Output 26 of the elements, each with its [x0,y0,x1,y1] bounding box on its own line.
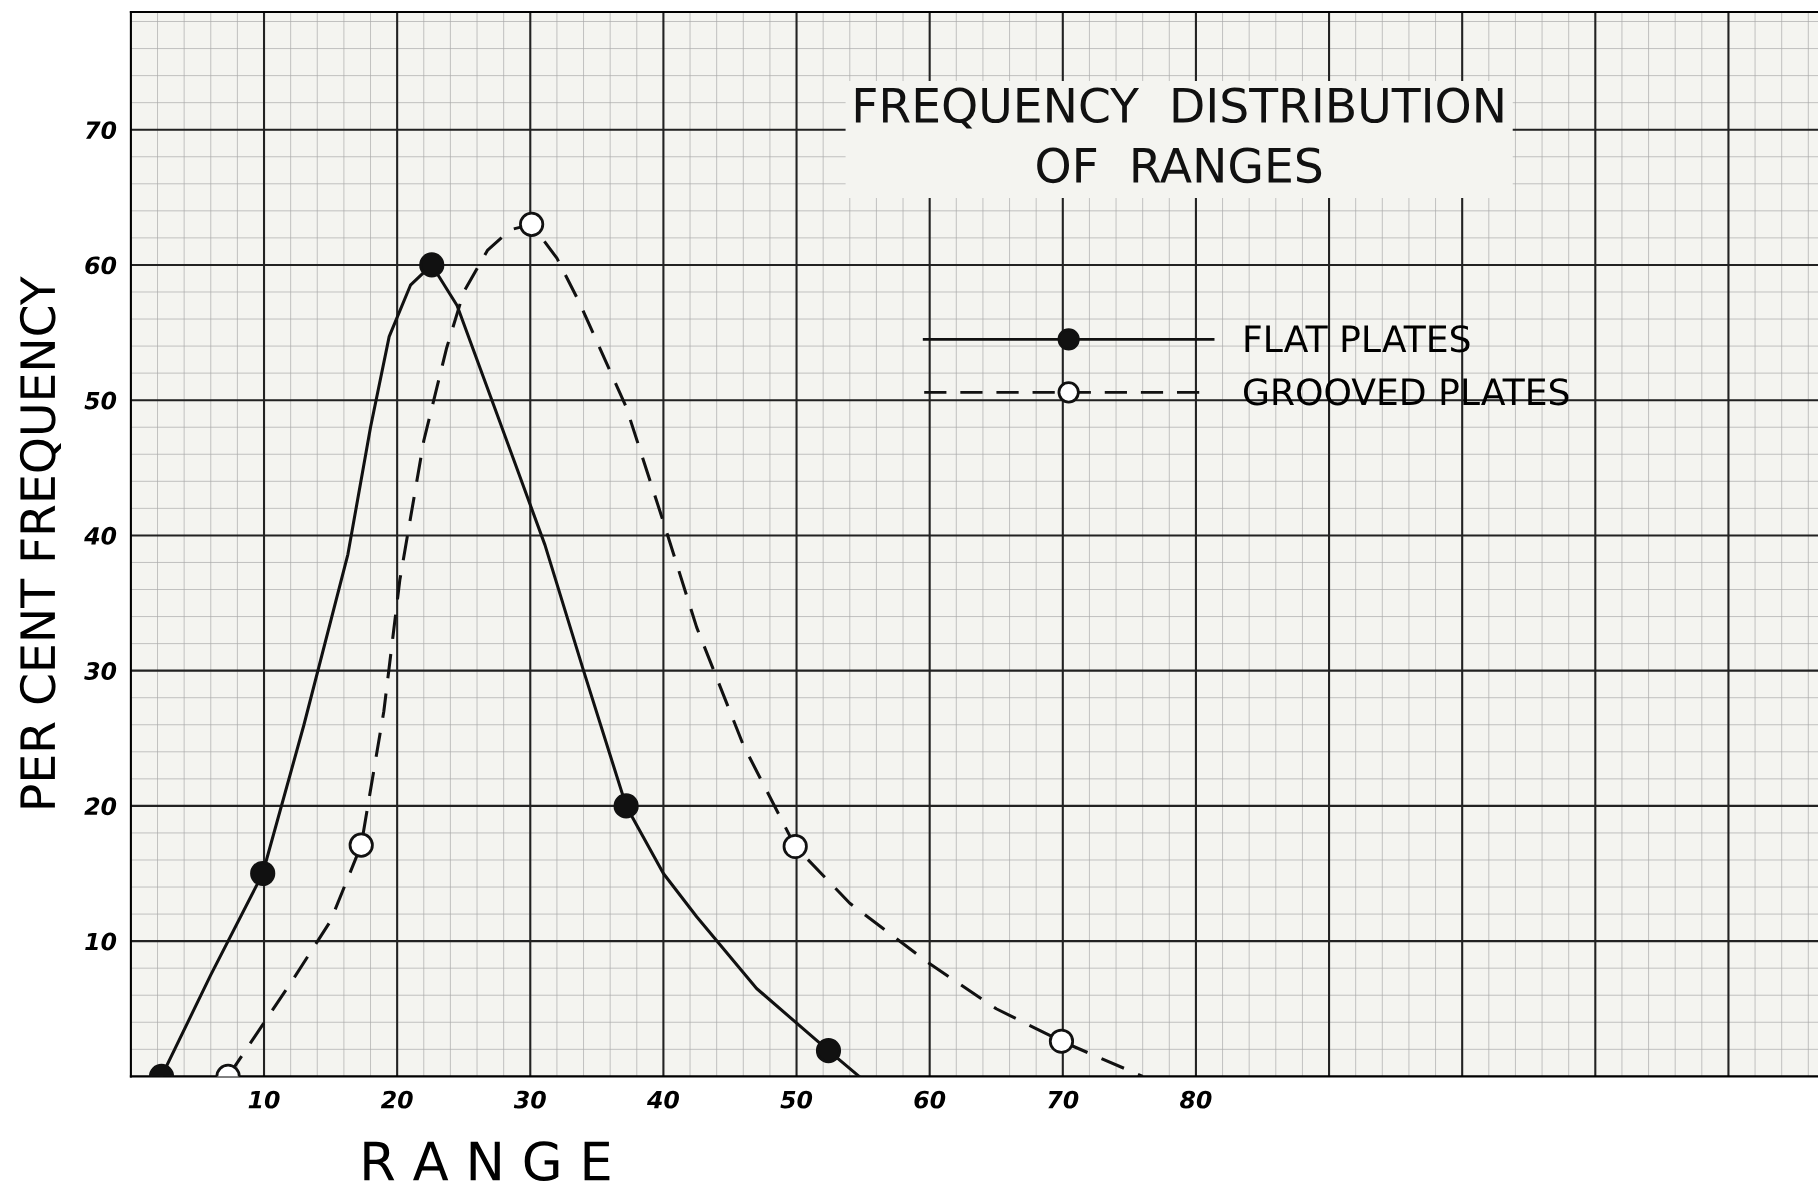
x-tick-label: 30 [513,1090,546,1109]
point [815,1038,842,1064]
y-tick-label: 20 [84,797,117,816]
y-tick-label: 70 [86,121,117,139]
point [1048,1028,1075,1054]
y-tick-label: 10 [85,932,117,951]
point [419,252,445,278]
x-tick-label: 20 [380,1090,413,1109]
y-tick-label: 40 [84,526,117,545]
x-tick-label: 40 [646,1090,679,1109]
point [250,860,276,887]
x-tick-label: 80 [1180,1090,1212,1109]
y-tick-label: 50 [84,391,117,410]
point [519,211,545,237]
point [613,793,639,819]
point [782,833,808,860]
x-tick-label: 70 [1048,1090,1079,1109]
x-tick-label: 60 [914,1090,946,1109]
y-axis-title: PER CENT FREQUENCY [19,276,61,808]
y-tick-label: 30 [84,662,117,680]
x-tick-label: 50 [780,1090,813,1109]
x-tick-label: 10 [248,1090,280,1109]
y-tick-label: 60 [85,256,117,275]
text: FREQUENCY DISTRIBUTION OF RANGES [855,87,1503,184]
point [348,832,374,858]
x-axis-title: R A N G E [364,1141,610,1182]
